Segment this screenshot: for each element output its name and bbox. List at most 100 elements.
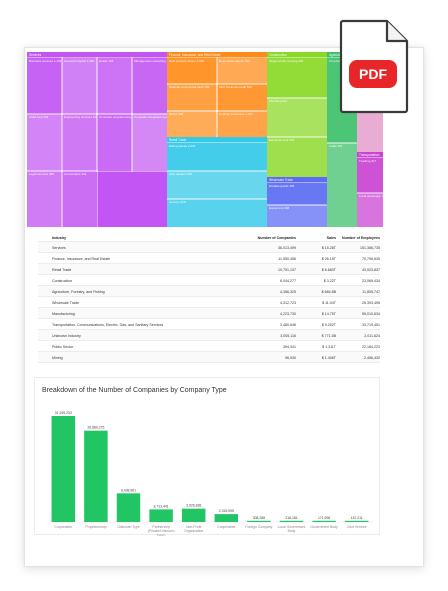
table-row: Transportation, Communications, Electric… [38,319,380,330]
treemap-group-label: Finance, Insurance, and Real Estate [169,53,221,57]
cell-companies: 11,550,456 [278,256,296,261]
cell-industry: Public Sector [52,344,74,349]
bar [214,514,239,522]
cell-industry: Construction [52,278,73,283]
cell-industry: Finance, Insurance, and Real Estate [52,256,111,261]
cell-sales: $ 9.202T [321,322,336,327]
treemap-cell-label: Electrical work 533 [269,138,295,143]
pdf-badge-label-bg [349,60,397,88]
category-tick-label: Joint Venture [347,525,367,529]
cell-employees: 55,010,634 [362,311,380,316]
cell-sales: $ 11.04T [322,300,336,305]
table-header: Industry Number of Companies Sales Numbe… [38,232,380,242]
bar [116,493,141,522]
treemap-cell: General hospital 1,060 [61,56,98,116]
table-row: Mining 96,930 $ 1.406T 2,456,432 [38,352,380,363]
category-tick-label: Local Government [278,525,306,529]
header-employees: Number of Employees [342,235,380,240]
treemap-cell: Eating places 2,031 [167,142,267,172]
cell-sales: $ 1.311T [322,344,336,349]
treemap-cell-label: Holding companies 1,327 [219,111,253,116]
pdf-badge-label: PDF [359,66,387,82]
category-tick-label: Organization [184,529,203,533]
treemap-group: Eating places 2,031 Auto dealers 948 Groce… [167,137,267,227]
treemap-cell: National commercial bank 704 [167,83,218,112]
treemap-cell-label: Durable goods 455 [269,184,295,188]
table-row: Construction 6,044,277 $ 3.22T 23,069,434 [38,275,380,286]
treemap-cell: Engineering services 465 [61,113,98,172]
treemap-cell: Durable goods 455 [267,182,327,206]
treemap-group-label: Services [29,53,42,57]
cell-employees: 11,805,747 [362,289,380,294]
bar-value-label: 157,211 [351,516,363,520]
bar [181,508,206,522]
treemap-cell-label: Hotels 724 [99,59,114,63]
treemap-cell-label: Management consulting services 703 [134,59,167,63]
industry-table: Industry Number of Companies Sales Numbe… [38,232,380,363]
category-tick-label: Body [288,529,296,533]
category-tick-label: Corporation [54,525,72,529]
cell-companies: 4,356,325 [280,289,296,294]
treemap-cell: Auto dealers 948 [167,170,267,200]
cell-employees: 2,456,432 [364,355,380,360]
treemap-cell-label: National commercial bank 704 [169,85,210,90]
cell-sales: $ 14.75T [321,311,336,316]
table-row: Finance, Insurance, and Real Estate 11,55… [38,253,380,264]
treemap-group-label: Construction [269,53,287,57]
treemap-cell: Misc business credit 520 [216,83,267,112]
treemap-cell-label: Eating places 2,031 [169,144,196,148]
table-row: Agriculture, Forestry, and Fishing 4,356,… [38,286,380,297]
cell-employees: 33,719,451 [362,322,380,327]
cell-companies: 6,044,277 [280,278,296,283]
treemap-cell-label: Accountants 342 [64,171,87,176]
bar-value-label: 308,288 [253,516,265,520]
treemap-cell-label: Child care 524 [29,115,49,120]
treemap-cell-label: Engineering services 465 [64,115,97,120]
treemap-cell-label: Plumbing 611 [269,98,288,103]
bar [279,520,304,522]
cell-companies: 10,751,137 [278,267,296,272]
category-tick-label: Cooperative [217,525,235,529]
cell-employees: 22,184,223 [362,344,380,349]
treemap-cell-label: Business services 1,103 [29,59,62,63]
treemap-cell: Local passenger 201 [357,191,383,227]
treemap-cell: Child care 524 [27,113,63,172]
treemap-cell: Single-family housing 902 [267,57,327,99]
bar [312,520,336,522]
cell-sales: $ 3.22T [323,278,336,283]
treemap-cell: Cattle 401 [327,141,357,227]
treemap-cell-label: General hospital 1,060 [64,59,95,63]
treemap-cell-label: Real estate agents 812 [219,59,250,63]
treemap-cell: Electrical work 533 [267,136,327,177]
bar-value-label: 26,880,275 [87,426,104,430]
cell-industry: Transportation, Communications, Electric… [52,322,164,327]
cell-employees: 70,796,635 [362,256,380,261]
cell-employees: 23,069,434 [362,278,380,283]
treemap-cell-label: Single-family housing 902 [269,59,304,63]
treemap-cell-label: Grocery 625 [169,200,186,204]
treemap-group-label: Retail Trade [169,138,187,142]
cell-employees: 151,366,735 [360,245,380,250]
industry-treemap: Business services 1,103 General hospital … [27,52,383,227]
category-tick-label: Proprietorship [85,525,106,529]
treemap-cell: Accountants 342 [61,169,98,227]
treemap-cell-label: Trucking 317 [359,159,377,163]
cell-companies: 4,312,723 [280,300,296,305]
category-tick-label: Unknown Type [117,525,139,529]
table-row: Public Sector 394,341 $ 1.311T 22,184,223 [38,341,380,352]
treemap-cell: Equipment 308 [267,204,327,227]
treemap-cell-label: Cattle 401 [329,143,343,148]
company-type-chart-panel: Breakdown of the Number of Companies by … [34,377,380,536]
header-sales: Sales [326,235,336,240]
category-tick-label: Type) [157,533,165,536]
treemap-cell-label: Computer integrated systems design 401 [134,115,167,120]
header-industry: Industry [52,235,67,240]
treemap-group: Single-family housing 902 Plumbing 611 Ele… [267,52,327,177]
treemap-cell: Business services 1,103 [27,56,63,116]
cell-sales: $ 26.19T [321,256,336,261]
cell-employees: 2,011,624 [364,333,380,338]
table-row: Unknown Industry 3,005,116 $ 771.5B 2,011,6… [38,330,380,341]
treemap-cell: Trucking 317 [357,157,383,194]
treemap-cell-label: Banks 408 [169,111,184,116]
treemap-cell: Computer programming services 432 [96,113,133,172]
